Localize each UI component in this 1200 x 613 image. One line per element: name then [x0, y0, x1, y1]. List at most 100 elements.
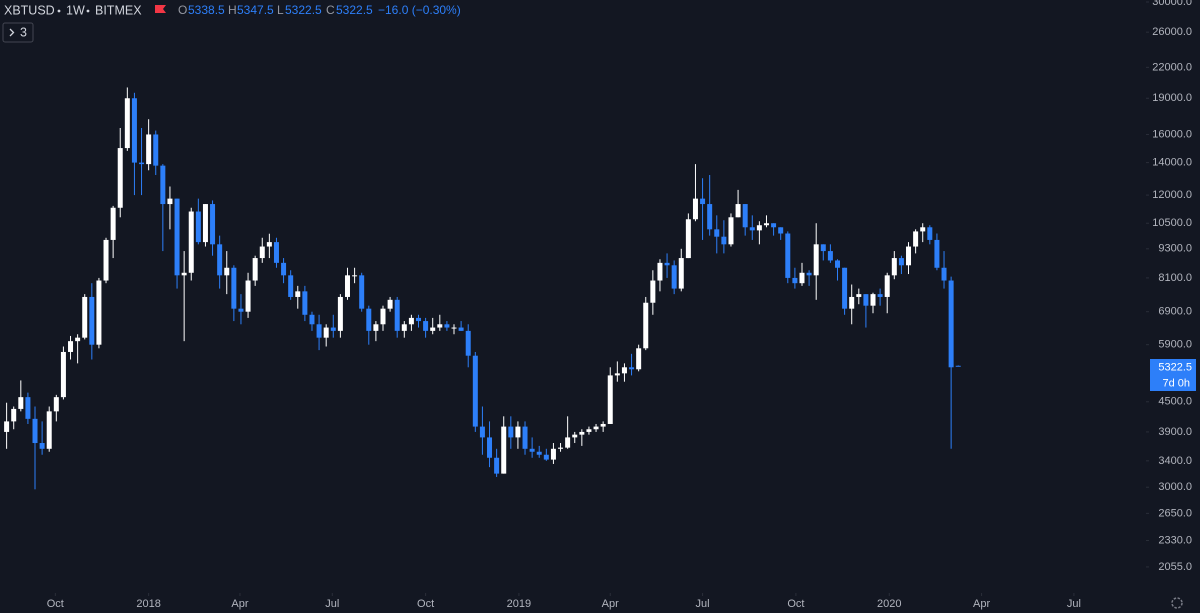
- candle-body: [359, 275, 365, 309]
- candle-body: [494, 457, 500, 474]
- candle-body: [607, 375, 613, 424]
- y-tick-label: 8100.0: [1158, 272, 1192, 284]
- candle-body: [508, 426, 514, 438]
- x-tick-label: 2019: [507, 598, 531, 610]
- x-tick-label: Apr: [602, 598, 619, 610]
- candle-body: [657, 262, 663, 281]
- candle-body: [380, 308, 386, 325]
- candle-body: [4, 421, 10, 432]
- candle-body: [621, 367, 627, 374]
- candle-body: [259, 246, 265, 259]
- candle-body: [224, 267, 230, 276]
- candle-body: [728, 217, 734, 245]
- candle-body: [799, 272, 805, 284]
- candle-body: [160, 165, 166, 205]
- candle-body: [522, 426, 528, 449]
- y-tick-label: 3900.0: [1158, 426, 1192, 438]
- candle-body: [195, 211, 201, 243]
- ohlc-value: 5322.5: [336, 3, 373, 17]
- y-tick-label: 22000.0: [1152, 61, 1192, 73]
- settings-icon[interactable]: [1171, 597, 1183, 609]
- x-tick-label: Apr: [231, 598, 248, 610]
- candle-body: [678, 258, 684, 289]
- candle-body: [778, 227, 784, 234]
- chevron-icon: [9, 28, 15, 37]
- x-tick-label: Jul: [1067, 598, 1081, 610]
- candle-body: [515, 426, 521, 438]
- candle-body: [927, 227, 933, 240]
- candle-body: [302, 291, 308, 315]
- candle-body: [529, 448, 535, 452]
- candle-body: [60, 351, 66, 398]
- candle-body: [629, 367, 635, 370]
- candle-body: [252, 258, 258, 281]
- price-tag: [1150, 359, 1196, 375]
- candle-body: [920, 227, 926, 232]
- candle-body: [707, 204, 713, 230]
- ohlc-label: L: [277, 3, 284, 17]
- candle-body: [231, 267, 237, 309]
- ohlc-value: 5338.5: [188, 3, 225, 17]
- candle-body: [870, 294, 876, 306]
- overlay: XBTUSD 1W BITMEX O 5338.5 H 5347.5 L 532…: [2, 3, 1196, 609]
- candle-body: [792, 277, 798, 284]
- ohlc-label: H: [228, 3, 237, 17]
- candle-body: [671, 265, 677, 289]
- candle-body: [288, 275, 294, 297]
- candle-body: [572, 434, 578, 438]
- candle-body: [479, 426, 485, 438]
- candle-body: [785, 233, 791, 278]
- candle-body: [834, 260, 840, 268]
- collapse-button[interactable]: [2, 22, 34, 43]
- candle-body: [217, 244, 223, 276]
- candle-body: [756, 225, 762, 231]
- x-tick-label: 2018: [136, 598, 160, 610]
- candle-body: [89, 296, 95, 345]
- change: −16.0 (−0.30%): [378, 3, 461, 17]
- candle-body: [863, 294, 869, 306]
- separator: [57, 9, 61, 13]
- y-tick-label: 2330.0: [1158, 534, 1192, 546]
- candle-body: [281, 262, 287, 276]
- candle-body: [749, 227, 755, 231]
- candle-body: [849, 296, 855, 309]
- candle-body: [913, 231, 919, 247]
- candle-body: [394, 299, 400, 331]
- candle-body: [664, 262, 670, 266]
- candle-body: [139, 162, 145, 165]
- x-tick-label: Jul: [325, 598, 339, 610]
- candle-body: [948, 280, 954, 368]
- candle-body: [593, 426, 599, 430]
- candle-body: [827, 251, 833, 261]
- x-tick-label: Oct: [787, 598, 804, 610]
- candle-body: [124, 98, 130, 149]
- candle-body: [444, 324, 450, 328]
- symbol: XBTUSD: [4, 3, 55, 17]
- candle-body: [565, 437, 571, 448]
- candle-body: [103, 239, 109, 281]
- candle-body: [742, 204, 748, 228]
- y-tick-label: 6900.0: [1158, 306, 1192, 318]
- candle-body: [877, 294, 883, 297]
- ohlc-label: C: [326, 3, 335, 17]
- candle-body: [316, 324, 322, 338]
- candle-body: [25, 397, 31, 419]
- candle-body: [117, 148, 123, 208]
- candle-body: [401, 324, 407, 331]
- candle-body: [735, 204, 741, 218]
- y-tick-label: 9300.0: [1158, 243, 1192, 255]
- candle-body: [472, 355, 478, 427]
- candle-body: [352, 275, 358, 277]
- candle-body: [543, 454, 549, 460]
- candle-body: [465, 330, 471, 356]
- candle-body: [884, 275, 890, 297]
- collapse-count[interactable]: 3: [20, 25, 27, 39]
- candle-body: [451, 327, 457, 329]
- candle-body: [39, 443, 45, 449]
- candle-body: [430, 327, 436, 331]
- y-tick-label: 30000.0: [1152, 0, 1192, 8]
- separator: [86, 9, 90, 13]
- exchange: BITMEX: [95, 3, 142, 17]
- candle-body: [501, 426, 507, 474]
- candle-body: [344, 275, 350, 297]
